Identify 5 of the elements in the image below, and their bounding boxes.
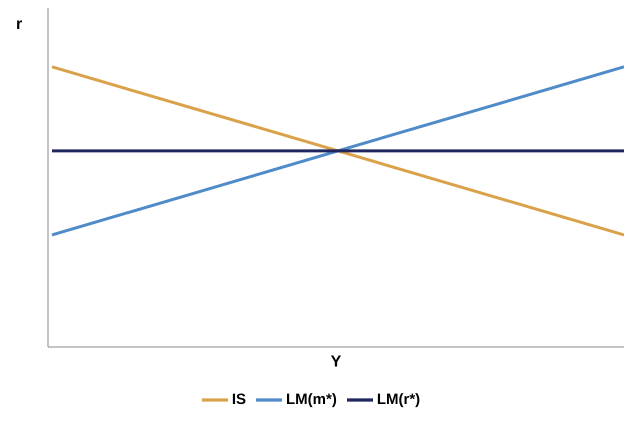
- y-axis-title: r: [16, 16, 22, 34]
- legend-label: IS: [232, 390, 246, 408]
- legend-label: LM(m*): [286, 390, 337, 408]
- legend-label: LM(r*): [376, 390, 420, 408]
- x-axis-title: Y: [330, 353, 342, 370]
